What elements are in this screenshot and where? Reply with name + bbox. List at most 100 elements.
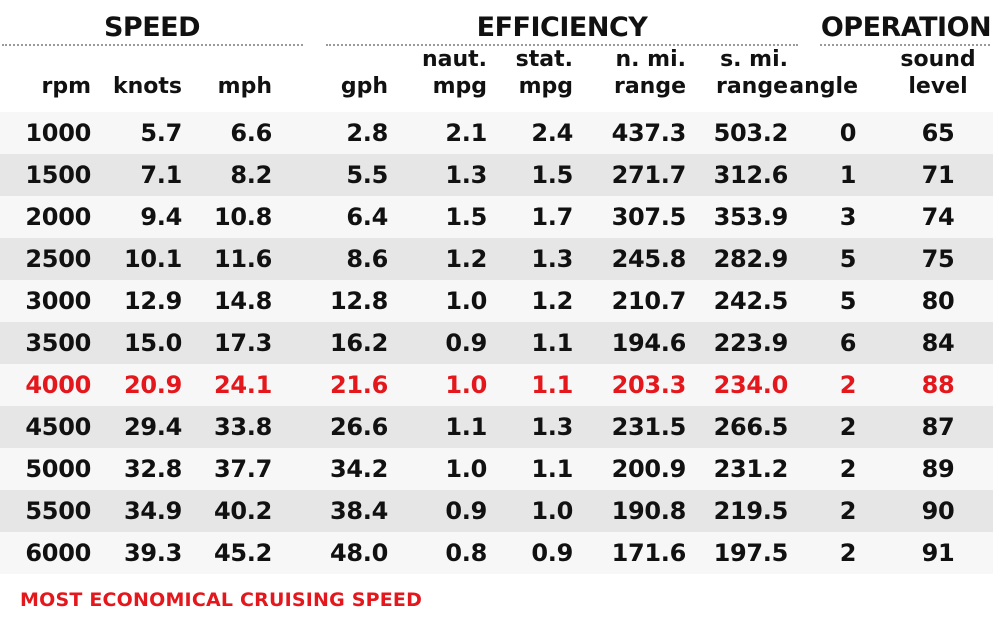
cell-mph: 24.1: [213, 371, 272, 399]
legend-most-economical: MOST ECONOMICAL CRUISING SPEED: [20, 589, 423, 611]
cell-knots: 9.4: [140, 203, 182, 231]
cell-knots: 15.0: [123, 329, 182, 357]
group-rule-operation: [820, 44, 990, 46]
cell-rpm: 3000: [25, 287, 91, 315]
cell-sound-level: 89: [921, 455, 955, 483]
cell-sound-level: 80: [921, 287, 955, 315]
column-header-rpm: rpm: [41, 74, 91, 99]
cell-s-mi-range: 223.9: [713, 329, 789, 357]
table-row: 2500 10.1 11.6 8.6 1.2 1.3 245.8 282.9 5 75: [0, 238, 993, 280]
cell-rpm: 1000: [25, 119, 91, 147]
column-header-naut-mpg-top: naut.: [421, 47, 487, 72]
cell-gph: 34.2: [329, 455, 388, 483]
cell-knots: 10.1: [123, 245, 182, 273]
cell-naut-mpg: 2.1: [445, 119, 487, 147]
cell-stat-mpg: 1.1: [531, 371, 573, 399]
cell-n-mi-range: 231.5: [611, 413, 687, 441]
cell-rpm: 4500: [25, 413, 91, 441]
cell-sound-level: 75: [921, 245, 955, 273]
cell-n-mi-range: 194.6: [611, 329, 687, 357]
cell-gph: 2.8: [346, 119, 388, 147]
cell-rpm: 2000: [25, 203, 91, 231]
column-header-knots: knots: [112, 74, 182, 99]
table-row: 5500 34.9 40.2 38.4 0.9 1.0 190.8 219.5 2 90: [0, 490, 993, 532]
cell-angle: 6: [839, 329, 857, 357]
cell-angle: 3: [839, 203, 857, 231]
cell-s-mi-range: 503.2: [713, 119, 789, 147]
cell-stat-mpg: 1.5: [531, 161, 573, 189]
cell-naut-mpg: 1.5: [445, 203, 487, 231]
cell-angle: 2: [839, 539, 857, 567]
cell-mph: 11.6: [213, 245, 272, 273]
data-table: 1000 5.7 6.6 2.8 2.1 2.4 437.3 503.2 0 65 1500 7.1 8…: [0, 112, 993, 574]
cell-rpm: 4000: [25, 371, 91, 399]
column-header-naut-mpg: mpg: [432, 74, 487, 99]
cell-stat-mpg: 1.3: [531, 413, 573, 441]
cell-s-mi-range: 312.6: [713, 161, 789, 189]
cell-naut-mpg: 1.0: [445, 455, 487, 483]
cell-gph: 48.0: [329, 539, 388, 567]
cell-naut-mpg: 0.8: [445, 539, 487, 567]
cell-naut-mpg: 1.1: [445, 413, 487, 441]
cell-stat-mpg: 2.4: [531, 119, 573, 147]
group-title-speed: SPEED: [103, 12, 201, 43]
cell-sound-level: 88: [921, 371, 955, 399]
cell-s-mi-range: 282.9: [713, 245, 789, 273]
column-header-sound-level: level: [908, 74, 968, 99]
cell-knots: 39.3: [123, 539, 182, 567]
cell-stat-mpg: 1.7: [531, 203, 573, 231]
cell-rpm: 3500: [25, 329, 91, 357]
cell-angle: 1: [839, 161, 857, 189]
cell-rpm: 2500: [25, 245, 91, 273]
table-row: 1000 5.7 6.6 2.8 2.1 2.4 437.3 503.2 0 65: [0, 112, 993, 154]
group-title-operation: OPERATION: [820, 12, 992, 43]
cell-n-mi-range: 437.3: [611, 119, 687, 147]
table-row: 6000 39.3 45.2 48.0 0.8 0.9 171.6 197.5 2 91: [0, 532, 993, 574]
column-header-sound-level-top: sound: [900, 47, 976, 72]
cell-sound-level: 90: [921, 497, 955, 525]
cell-angle: 2: [839, 371, 857, 399]
cell-knots: 7.1: [140, 161, 182, 189]
cell-knots: 12.9: [123, 287, 182, 315]
cell-gph: 12.8: [329, 287, 388, 315]
cell-n-mi-range: 200.9: [611, 455, 687, 483]
cell-angle: 2: [839, 413, 857, 441]
cell-naut-mpg: 0.9: [445, 329, 487, 357]
cell-rpm: 1500: [25, 161, 91, 189]
group-rule-speed: [2, 44, 303, 46]
cell-stat-mpg: 1.2: [531, 287, 573, 315]
cell-angle: 5: [839, 245, 857, 273]
cell-s-mi-range: 219.5: [713, 497, 789, 525]
cell-s-mi-range: 242.5: [713, 287, 789, 315]
cell-n-mi-range: 307.5: [611, 203, 687, 231]
table-row: 4500 29.4 33.8 26.6 1.1 1.3 231.5 266.5 2 87: [0, 406, 993, 448]
cell-gph: 8.6: [346, 245, 388, 273]
cell-gph: 38.4: [329, 497, 388, 525]
cell-mph: 10.8: [213, 203, 272, 231]
cell-sound-level: 87: [921, 413, 955, 441]
group-rule-efficiency: [326, 44, 798, 46]
cell-stat-mpg: 0.9: [531, 539, 573, 567]
cell-n-mi-range: 210.7: [611, 287, 687, 315]
table-row-highlighted: 4000 20.9 24.1 21.6 1.0 1.1 203.3 234.0 2 88: [0, 364, 993, 406]
cell-sound-level: 74: [921, 203, 955, 231]
cell-n-mi-range: 171.6: [611, 539, 687, 567]
cell-gph: 21.6: [329, 371, 388, 399]
cell-naut-mpg: 1.0: [445, 287, 487, 315]
column-header-n-mi-range-top: n. mi.: [615, 47, 686, 72]
cell-angle: 2: [839, 455, 857, 483]
cell-sound-level: 71: [921, 161, 955, 189]
column-header-stat-mpg-top: stat.: [515, 47, 573, 72]
cell-s-mi-range: 231.2: [713, 455, 789, 483]
cell-mph: 6.6: [230, 119, 272, 147]
cell-naut-mpg: 1.0: [445, 371, 487, 399]
cell-knots: 32.8: [123, 455, 182, 483]
cell-s-mi-range: 353.9: [713, 203, 789, 231]
cell-mph: 45.2: [213, 539, 272, 567]
group-title-efficiency: EFFICIENCY: [476, 12, 648, 43]
cell-sound-level: 65: [921, 119, 955, 147]
cell-mph: 14.8: [213, 287, 272, 315]
table-row: 5000 32.8 37.7 34.2 1.0 1.1 200.9 231.2 2 89: [0, 448, 993, 490]
table-row: 3000 12.9 14.8 12.8 1.0 1.2 210.7 242.5 5 80: [0, 280, 993, 322]
cell-n-mi-range: 271.7: [611, 161, 687, 189]
